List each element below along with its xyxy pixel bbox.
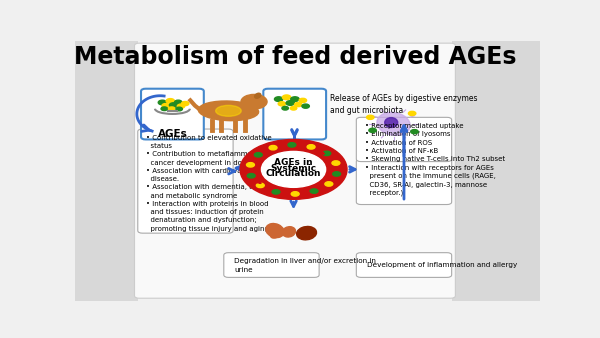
Text: • Contribution to elevated oxidative
  status
• Contribution to metaflammation a: • Contribution to elevated oxidative sta… <box>146 135 281 232</box>
Circle shape <box>286 101 295 105</box>
Circle shape <box>288 143 296 147</box>
Circle shape <box>307 145 315 149</box>
FancyBboxPatch shape <box>138 129 233 233</box>
FancyBboxPatch shape <box>356 117 452 162</box>
Circle shape <box>411 129 418 134</box>
Ellipse shape <box>254 93 261 98</box>
Circle shape <box>254 152 262 157</box>
Circle shape <box>283 95 291 100</box>
Circle shape <box>247 163 254 167</box>
Circle shape <box>291 97 299 101</box>
Text: Metabolism of feed derived AGEs: Metabolism of feed derived AGEs <box>74 46 516 70</box>
Text: • Receptor-mediated uptake
• Elimination of lyosoms
• Activation of ROS
• Activa: • Receptor-mediated uptake • Elimination… <box>365 123 505 162</box>
Circle shape <box>274 97 283 101</box>
Circle shape <box>332 172 341 176</box>
Text: Degradation in liver and/or excretion in
urine: Degradation in liver and/or excretion in… <box>234 258 376 273</box>
Circle shape <box>290 106 297 110</box>
Circle shape <box>178 104 185 108</box>
Circle shape <box>181 101 189 106</box>
Circle shape <box>240 140 347 199</box>
Text: Release of AGEs by digestive enzymes
and gut microbiota: Release of AGEs by digestive enzymes and… <box>330 94 478 115</box>
Circle shape <box>367 115 374 119</box>
FancyBboxPatch shape <box>356 253 452 277</box>
Circle shape <box>161 107 167 111</box>
Text: Circulation: Circulation <box>266 169 322 178</box>
Ellipse shape <box>215 105 241 116</box>
Circle shape <box>176 107 182 111</box>
Ellipse shape <box>282 227 296 237</box>
Circle shape <box>175 100 182 104</box>
Text: Systemic: Systemic <box>271 164 317 173</box>
Circle shape <box>169 103 178 107</box>
Circle shape <box>291 192 299 196</box>
FancyBboxPatch shape <box>224 253 319 277</box>
Text: Development of inflammation and allergy: Development of inflammation and allergy <box>367 262 517 268</box>
Circle shape <box>241 94 267 109</box>
FancyBboxPatch shape <box>75 41 138 301</box>
Circle shape <box>325 182 333 186</box>
Circle shape <box>166 99 175 103</box>
Circle shape <box>332 161 340 165</box>
Circle shape <box>269 145 277 150</box>
Circle shape <box>262 151 326 187</box>
Circle shape <box>162 103 169 108</box>
Text: AGEs: AGEs <box>158 129 187 139</box>
Text: AGEs in: AGEs in <box>274 159 313 167</box>
Circle shape <box>295 102 302 107</box>
Ellipse shape <box>385 118 398 127</box>
FancyBboxPatch shape <box>452 41 540 301</box>
Circle shape <box>299 98 307 102</box>
Circle shape <box>369 128 376 132</box>
FancyBboxPatch shape <box>134 43 455 298</box>
Circle shape <box>271 235 277 238</box>
Circle shape <box>256 183 264 188</box>
Circle shape <box>302 104 310 108</box>
Circle shape <box>158 100 167 105</box>
Ellipse shape <box>377 112 410 136</box>
Ellipse shape <box>199 101 259 121</box>
FancyBboxPatch shape <box>263 89 326 140</box>
FancyBboxPatch shape <box>356 159 452 204</box>
Circle shape <box>323 151 331 155</box>
Ellipse shape <box>266 223 284 238</box>
Text: • Interaction with receptors for AGEs
  present on the immune cells (RAGE,
  CD3: • Interaction with receptors for AGEs pr… <box>365 165 496 196</box>
Ellipse shape <box>296 226 317 240</box>
Circle shape <box>169 107 175 111</box>
Circle shape <box>272 190 280 194</box>
Circle shape <box>247 173 255 178</box>
FancyBboxPatch shape <box>141 89 204 140</box>
Circle shape <box>278 102 286 106</box>
Circle shape <box>409 111 416 116</box>
Circle shape <box>282 106 289 110</box>
Circle shape <box>310 189 318 193</box>
